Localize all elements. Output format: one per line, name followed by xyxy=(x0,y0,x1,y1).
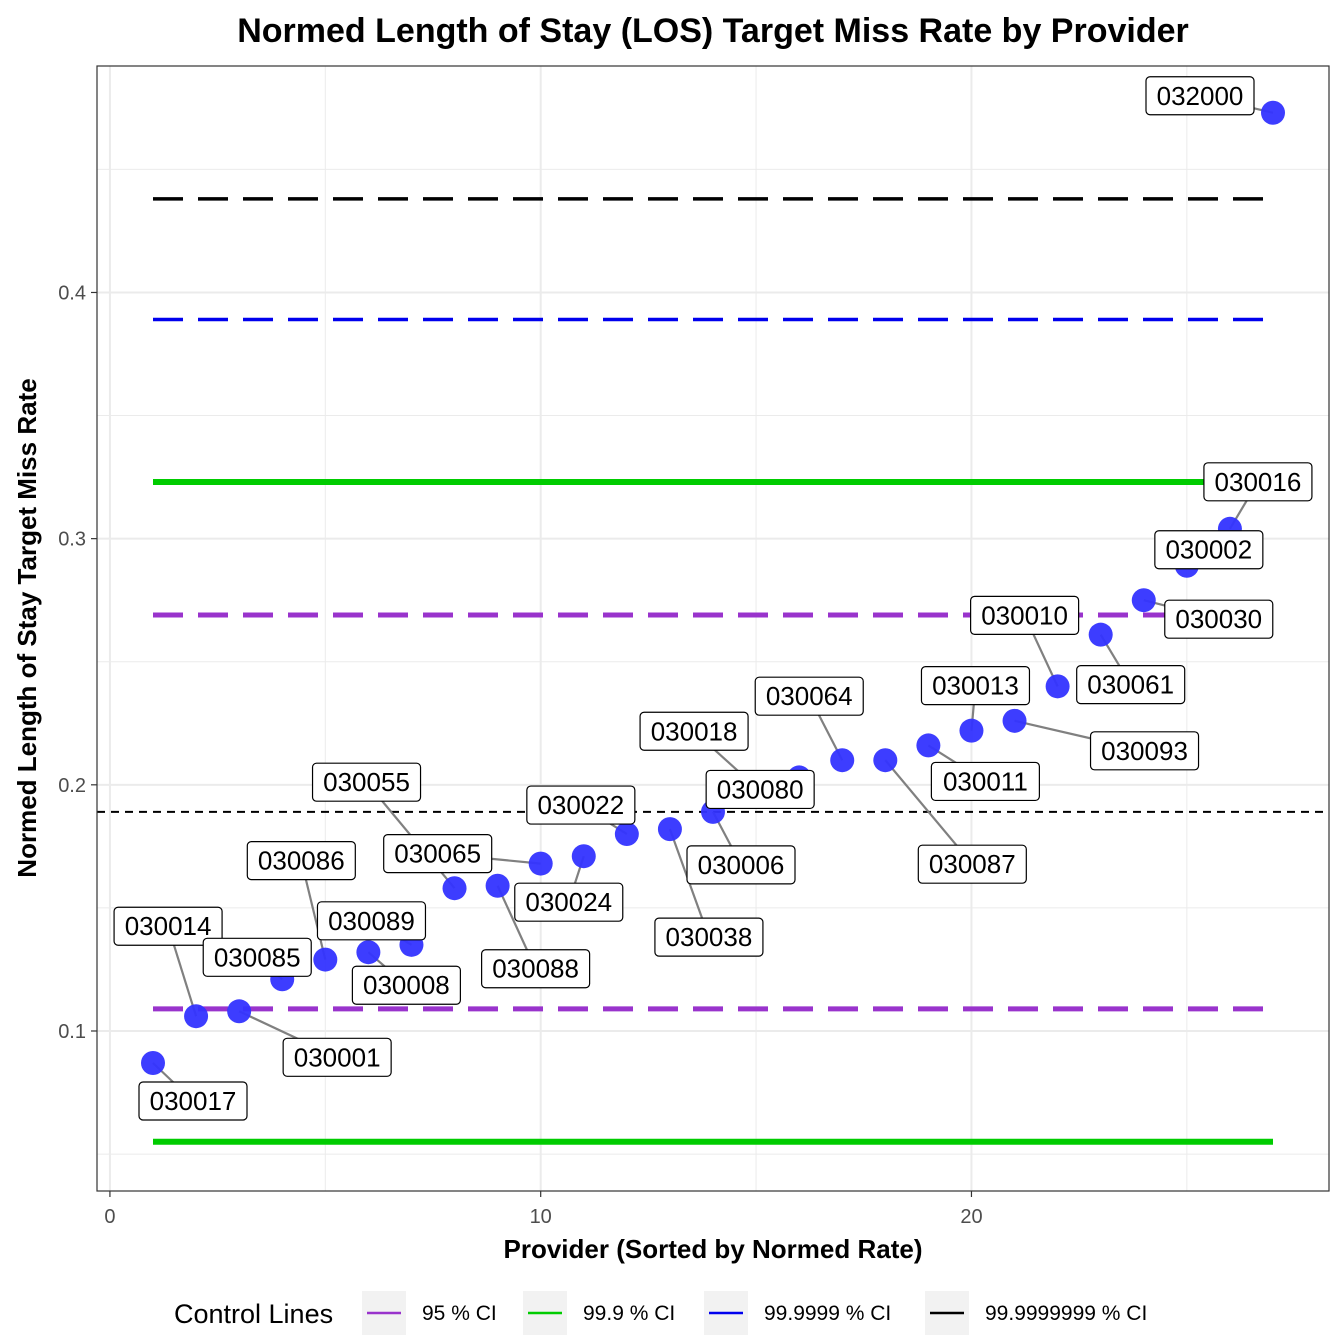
point-labels: 030017 030014 030001 030085 030086 030008 0300… xyxy=(113,76,1313,1121)
x-tick-label: 10 xyxy=(530,1206,552,1228)
data-point xyxy=(571,844,596,869)
point-label: 030011 xyxy=(943,766,1028,796)
point-label-box xyxy=(246,840,356,881)
point-label-box xyxy=(754,676,864,716)
point-label-box xyxy=(654,917,764,957)
y-axis-ticks: 0.1 0.2 0.3 0.4 xyxy=(58,282,97,1043)
point-label-box xyxy=(705,769,815,810)
y-tick-label: 0.2 xyxy=(58,775,86,797)
point-label-box xyxy=(970,595,1080,635)
legend-label: 95 % CI xyxy=(422,1302,497,1325)
data-point xyxy=(313,947,338,972)
point-label: 030008 xyxy=(363,970,450,1000)
legend-label: 99.9999999 % CI xyxy=(985,1302,1147,1325)
panel-border xyxy=(96,65,1330,1192)
point-label-box xyxy=(917,844,1027,884)
point-label-box xyxy=(1145,76,1255,116)
point-label-box xyxy=(1154,530,1264,570)
point-label-box xyxy=(383,833,493,874)
data-point xyxy=(916,733,941,758)
legend-title: Control Lines xyxy=(174,1299,333,1329)
point-label: 030080 xyxy=(717,774,804,804)
point-label-box xyxy=(639,711,749,751)
point-label: 030085 xyxy=(214,942,301,972)
legend-label: 99.9999 % CI xyxy=(764,1302,891,1325)
data-point xyxy=(830,748,855,773)
point-label-box xyxy=(514,882,624,922)
point-label: 030038 xyxy=(666,922,753,952)
legend-label: 99.9 % CI xyxy=(583,1302,675,1325)
point-label: 030087 xyxy=(929,849,1016,879)
x-axis-ticks: 0 10 20 xyxy=(104,1191,983,1228)
point-label-box xyxy=(1164,599,1274,639)
point-label: 030016 xyxy=(1215,467,1302,497)
point-label-box xyxy=(311,762,422,802)
point-label: 030018 xyxy=(651,716,738,746)
y-tick-label: 0.4 xyxy=(58,282,86,304)
point-label-box xyxy=(920,666,1031,706)
point-label: 030014 xyxy=(125,911,212,941)
point-label-box xyxy=(138,1081,248,1121)
chart-title: Normed Length of Stay (LOS) Target Miss … xyxy=(237,12,1189,50)
point-label: 030064 xyxy=(766,681,853,711)
point-label-box xyxy=(202,937,312,977)
data-point xyxy=(1261,100,1285,125)
point-label: 030017 xyxy=(150,1086,237,1116)
legend: Control Lines 95 % CI 99.9 % CI 99.9999 % C… xyxy=(174,1291,1147,1335)
data-point xyxy=(1002,708,1027,733)
y-tick-label: 0.3 xyxy=(58,529,86,551)
data-point xyxy=(959,718,984,743)
control-lines xyxy=(97,197,1329,1145)
point-label-box xyxy=(526,785,636,825)
point-label-box xyxy=(113,906,223,946)
point-label: 030030 xyxy=(1175,604,1262,634)
grid xyxy=(97,66,1329,1191)
point-label: 030088 xyxy=(492,954,579,984)
data-point xyxy=(614,822,639,847)
point-label-box xyxy=(1089,731,1200,771)
point-label: 032000 xyxy=(1157,81,1244,111)
data-point xyxy=(356,940,381,965)
point-label: 030055 xyxy=(323,767,410,797)
data-point xyxy=(873,748,898,773)
data-point xyxy=(528,851,553,876)
point-label: 030010 xyxy=(981,600,1068,630)
point-label: 030006 xyxy=(698,850,785,880)
data-point xyxy=(1131,588,1156,613)
point-label-box xyxy=(351,965,461,1005)
data-point xyxy=(657,817,682,842)
point-label: 030093 xyxy=(1101,736,1188,766)
data-point xyxy=(141,1050,165,1075)
point-label: 030002 xyxy=(1165,535,1252,565)
point-label-box xyxy=(1203,462,1313,502)
data-point xyxy=(485,873,510,898)
x-tick-label: 0 xyxy=(104,1206,115,1228)
point-label: 030089 xyxy=(328,906,415,936)
point-label: 030086 xyxy=(258,846,345,876)
point-label-box xyxy=(1076,665,1186,705)
point-label: 030024 xyxy=(525,887,612,917)
point-label: 030022 xyxy=(537,790,624,820)
data-point xyxy=(442,876,467,901)
point-label-box xyxy=(686,845,796,885)
data-point xyxy=(1045,674,1070,699)
x-axis-title: Provider (Sorted by Normed Rate) xyxy=(504,1234,923,1264)
point-label: 030001 xyxy=(294,1042,381,1072)
point-label-box xyxy=(481,949,591,989)
point-label-box xyxy=(282,1037,392,1077)
point-label: 030065 xyxy=(394,839,481,869)
y-tick-label: 0.1 xyxy=(58,1021,86,1043)
data-point xyxy=(184,1004,209,1029)
data-point xyxy=(1088,622,1113,647)
x-tick-label: 20 xyxy=(960,1206,982,1228)
point-label: 030013 xyxy=(932,671,1019,701)
y-axis-title: Normed Length of Stay Target Miss Rate xyxy=(12,378,42,877)
point-label: 030061 xyxy=(1087,670,1174,700)
point-label-box xyxy=(930,761,1040,802)
data-point xyxy=(227,999,252,1024)
point-label-box xyxy=(316,901,427,941)
